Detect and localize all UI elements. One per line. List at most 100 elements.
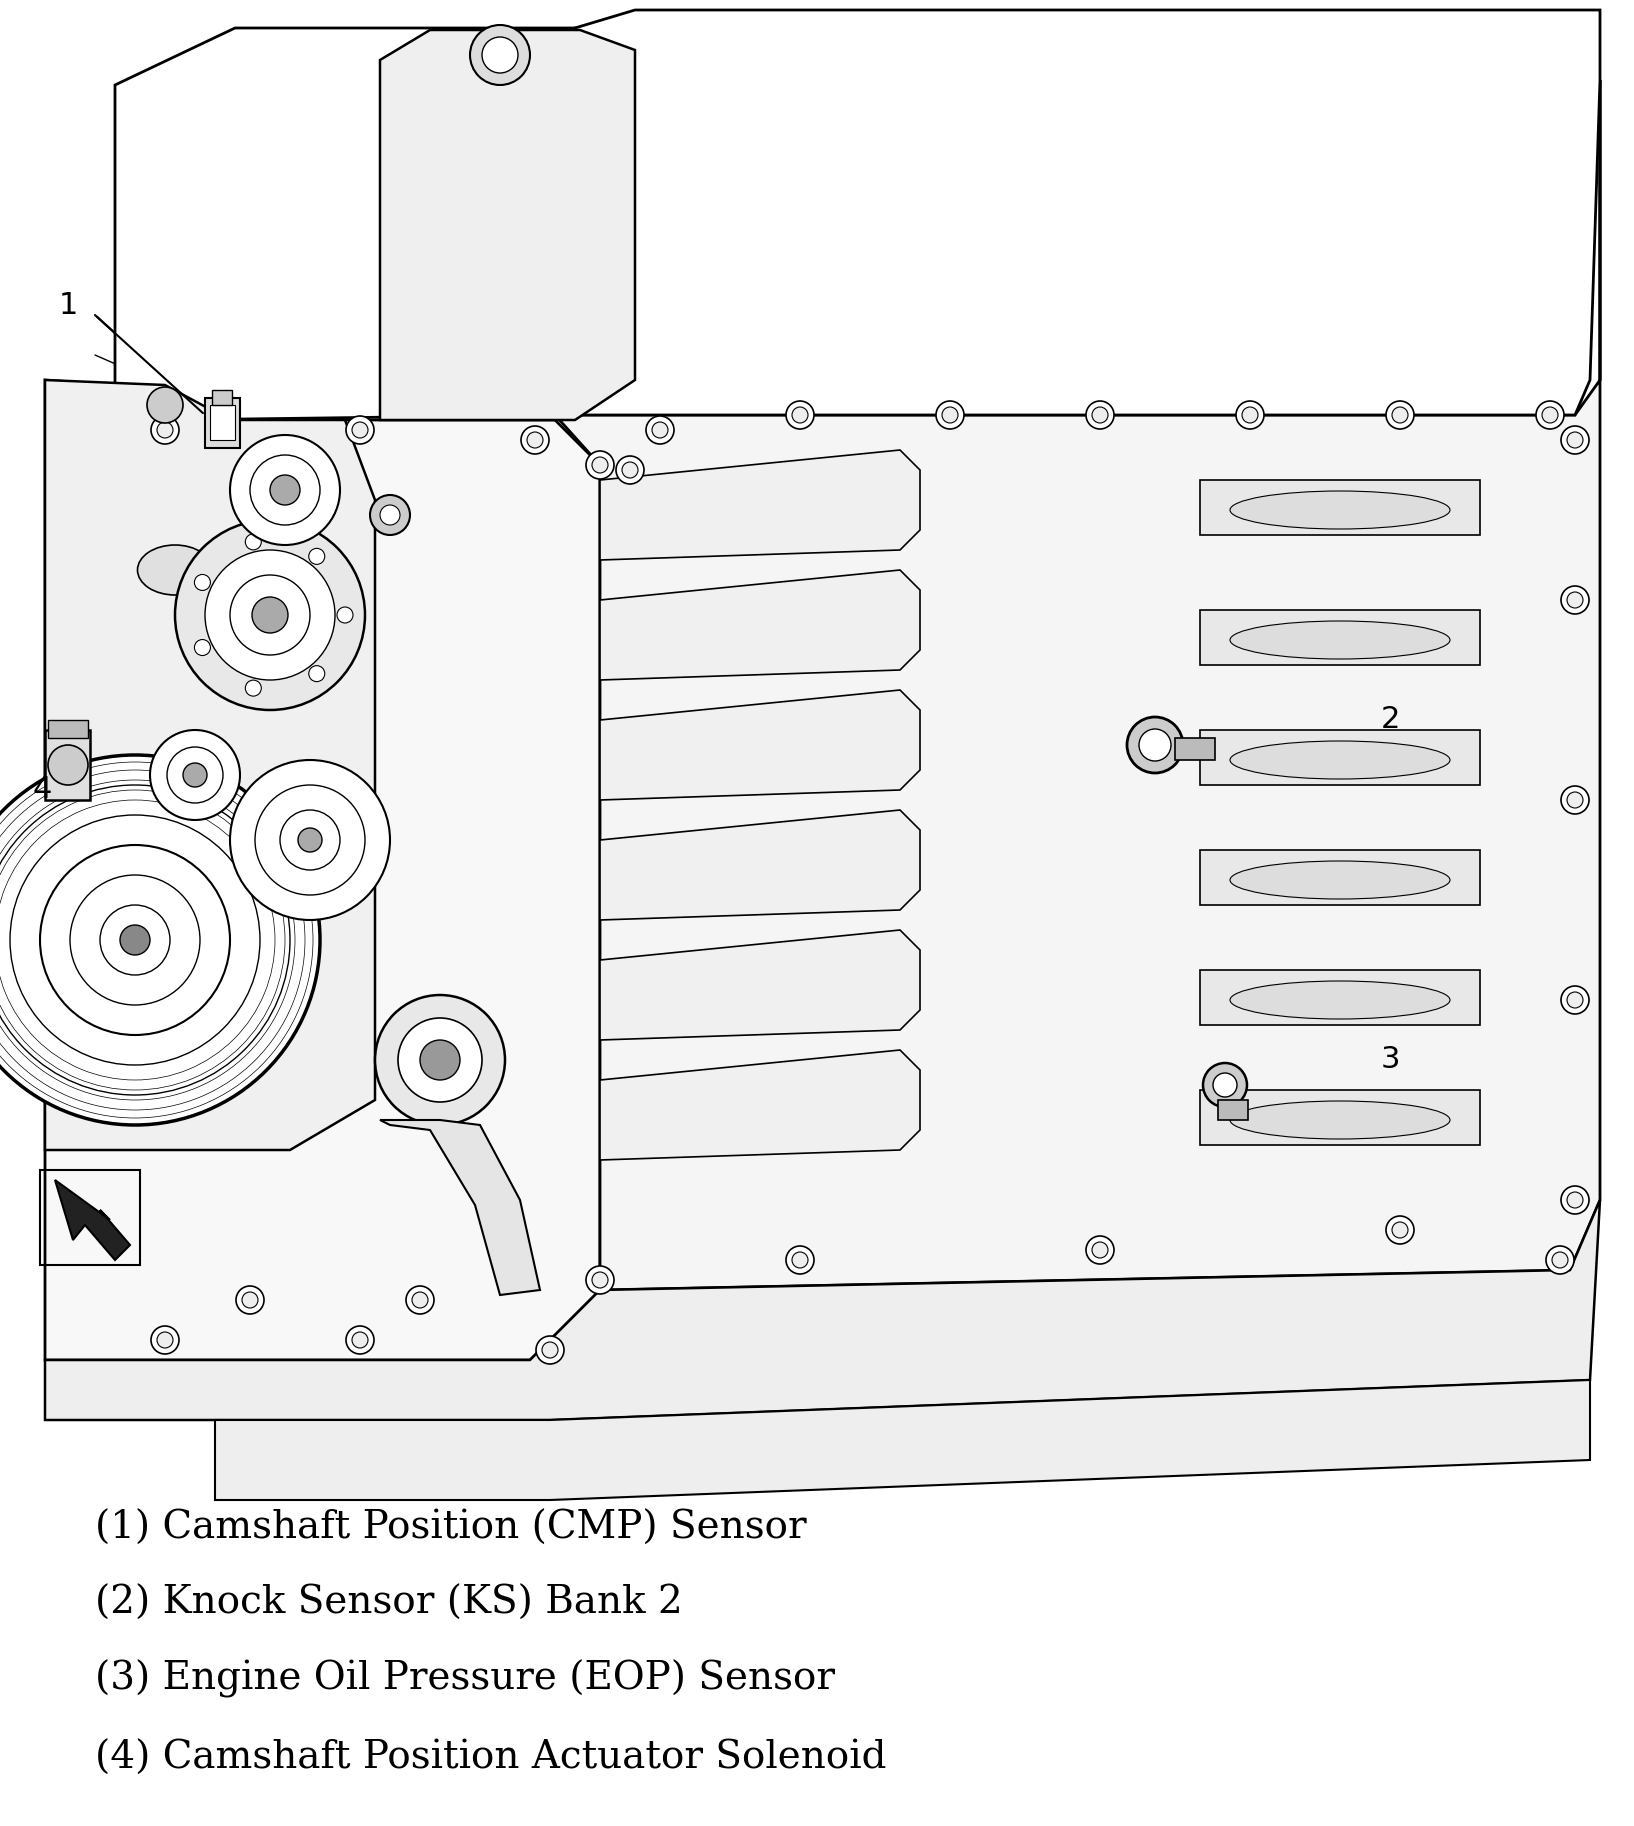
Bar: [47, 719, 88, 738]
Polygon shape: [600, 929, 920, 1041]
Polygon shape: [556, 9, 1600, 415]
Ellipse shape: [270, 475, 301, 506]
Ellipse shape: [587, 1265, 614, 1295]
Ellipse shape: [420, 1041, 461, 1079]
Ellipse shape: [0, 754, 320, 1125]
Ellipse shape: [235, 1286, 265, 1315]
Text: 3: 3: [1381, 1046, 1400, 1074]
Ellipse shape: [1386, 402, 1413, 429]
Ellipse shape: [0, 785, 289, 1096]
Text: 4: 4: [33, 776, 52, 805]
Ellipse shape: [1087, 402, 1114, 429]
Ellipse shape: [147, 387, 183, 424]
Ellipse shape: [792, 407, 807, 424]
Ellipse shape: [194, 575, 211, 590]
Ellipse shape: [652, 422, 668, 438]
Polygon shape: [600, 690, 920, 800]
Ellipse shape: [587, 451, 614, 478]
Ellipse shape: [1230, 621, 1449, 659]
Ellipse shape: [230, 575, 310, 656]
Polygon shape: [600, 570, 920, 679]
Ellipse shape: [10, 814, 260, 1065]
Ellipse shape: [1386, 1216, 1413, 1244]
Text: (4) Camshaft Position Actuator Solenoid: (4) Camshaft Position Actuator Solenoid: [95, 1740, 887, 1777]
Ellipse shape: [351, 1331, 368, 1348]
Ellipse shape: [337, 606, 353, 623]
Ellipse shape: [645, 416, 673, 444]
Ellipse shape: [346, 416, 374, 444]
Bar: [39, 1170, 141, 1265]
Ellipse shape: [1230, 491, 1449, 530]
Ellipse shape: [1567, 792, 1583, 807]
Polygon shape: [600, 449, 920, 561]
Ellipse shape: [100, 906, 170, 975]
Ellipse shape: [245, 533, 261, 550]
Ellipse shape: [792, 1253, 807, 1267]
Ellipse shape: [1212, 1074, 1237, 1097]
Ellipse shape: [936, 402, 964, 429]
Bar: [1199, 480, 1480, 535]
Polygon shape: [600, 1050, 920, 1160]
Ellipse shape: [1542, 407, 1557, 424]
Ellipse shape: [592, 456, 608, 473]
Polygon shape: [46, 1200, 1600, 1421]
Ellipse shape: [1242, 407, 1258, 424]
Ellipse shape: [245, 679, 261, 696]
Ellipse shape: [1087, 1236, 1114, 1264]
Ellipse shape: [786, 1245, 814, 1275]
Ellipse shape: [39, 845, 230, 1035]
Ellipse shape: [1560, 586, 1588, 614]
Ellipse shape: [1560, 785, 1588, 814]
Text: (3) Engine Oil Pressure (EOP) Sensor: (3) Engine Oil Pressure (EOP) Sensor: [95, 1660, 835, 1698]
Ellipse shape: [309, 666, 325, 681]
Polygon shape: [381, 29, 636, 420]
Ellipse shape: [252, 597, 288, 634]
Ellipse shape: [70, 875, 199, 1004]
Ellipse shape: [230, 435, 340, 544]
Polygon shape: [600, 811, 920, 920]
Ellipse shape: [1560, 1187, 1588, 1214]
Polygon shape: [556, 80, 1600, 1289]
Ellipse shape: [167, 747, 222, 803]
Ellipse shape: [47, 745, 88, 785]
Ellipse shape: [374, 995, 505, 1125]
Ellipse shape: [623, 462, 637, 478]
Ellipse shape: [405, 1286, 435, 1315]
Ellipse shape: [1127, 718, 1183, 772]
Ellipse shape: [183, 763, 208, 787]
Ellipse shape: [1092, 1242, 1108, 1258]
Ellipse shape: [297, 827, 322, 853]
Ellipse shape: [1392, 1222, 1409, 1238]
Bar: [212, 391, 232, 405]
Ellipse shape: [157, 1331, 173, 1348]
Ellipse shape: [137, 544, 212, 595]
Ellipse shape: [471, 26, 529, 86]
Ellipse shape: [482, 37, 518, 73]
Bar: [204, 398, 240, 447]
Ellipse shape: [1230, 981, 1449, 1019]
Ellipse shape: [528, 433, 542, 447]
Bar: [46, 730, 90, 800]
Bar: [1199, 849, 1480, 906]
Ellipse shape: [1552, 1253, 1569, 1267]
Ellipse shape: [369, 495, 410, 535]
Polygon shape: [381, 1119, 539, 1295]
Ellipse shape: [1567, 433, 1583, 447]
Ellipse shape: [242, 1293, 258, 1307]
Ellipse shape: [1567, 592, 1583, 608]
Polygon shape: [46, 380, 600, 1360]
Polygon shape: [46, 380, 374, 1150]
Text: 1: 1: [59, 290, 78, 320]
Ellipse shape: [542, 1342, 557, 1359]
Ellipse shape: [255, 785, 364, 895]
Ellipse shape: [536, 1337, 564, 1364]
Ellipse shape: [346, 1326, 374, 1355]
Ellipse shape: [194, 639, 211, 656]
Ellipse shape: [1567, 992, 1583, 1008]
Ellipse shape: [786, 402, 814, 429]
Ellipse shape: [157, 422, 173, 438]
Ellipse shape: [1139, 729, 1172, 761]
Ellipse shape: [1560, 425, 1588, 455]
Ellipse shape: [941, 407, 958, 424]
Ellipse shape: [150, 730, 240, 820]
